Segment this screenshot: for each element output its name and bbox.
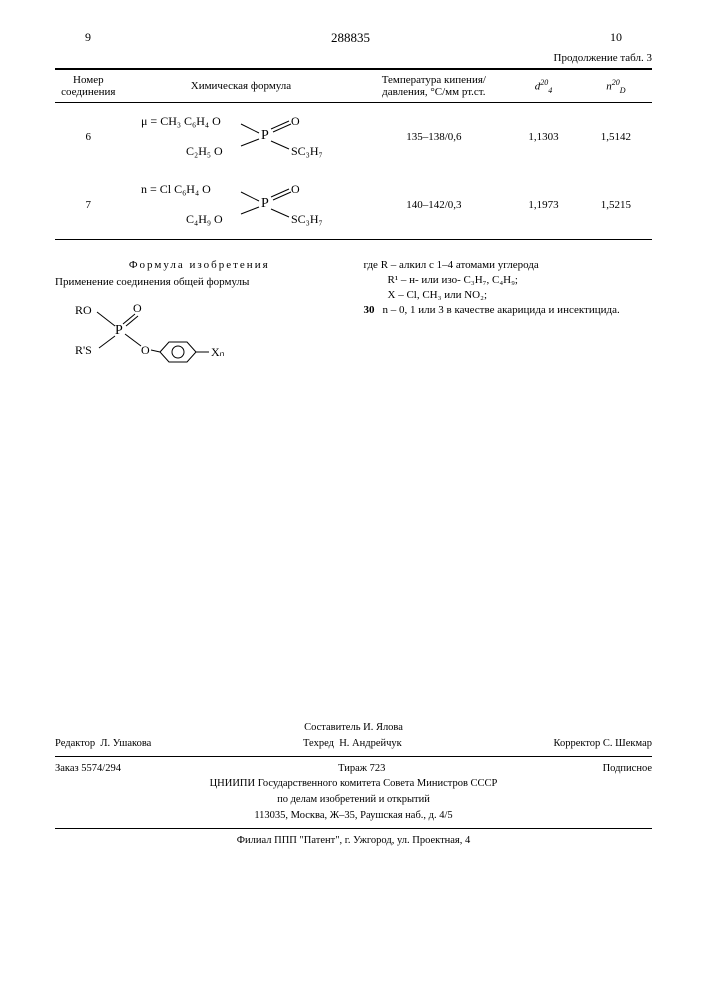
cell-bp: 135–138/0,6 — [360, 103, 507, 172]
tirazh: Тираж 723 — [338, 761, 385, 777]
techred-block: Техред Н. Андрейчук — [303, 736, 402, 752]
left-column: Формула изобретения Применение соединени… — [55, 258, 344, 385]
col-chem-formula: Химическая формула — [122, 69, 361, 103]
svg-text:O: O — [141, 343, 150, 357]
svg-text:SC₃H₇: SC₃H₇ — [291, 144, 323, 158]
table-row: 7 n = Cl C₆H₄ O P O C₄H₉ O SC₃H₇ — [55, 171, 652, 240]
cell-n: 1,5142 — [580, 103, 652, 172]
structure-svg: μ = CH₃ C₆H₄ O P O C₂H₅ O SC₃H₇ — [141, 111, 341, 159]
svg-text:P: P — [261, 196, 269, 211]
subscription: Подписное — [603, 761, 652, 777]
general-formula: RO O P R'S O X — [75, 300, 344, 385]
compound-table: Номер соеди­нения Химическая формула Тем… — [55, 68, 652, 240]
cell-num: 7 — [55, 171, 122, 240]
claim-title: Формула изобретения — [55, 258, 344, 273]
svg-text:O: O — [133, 301, 142, 315]
table-continuation-label: Продолжение табл. 3 — [55, 52, 652, 64]
cell-d: 1,1303 — [507, 103, 579, 172]
order-no: Заказ 5574/294 — [55, 761, 121, 777]
cell-d: 1,1973 — [507, 171, 579, 240]
imprint-footer: Составитель И. Ялова Редактор Л. Ушакова… — [55, 720, 652, 848]
where-line-4: n – 0, 1 или 3 в качестве акарицида и ин… — [379, 304, 620, 316]
col-refraction: n20D — [580, 69, 652, 103]
org-line-2: по делам изобретений и открытий — [55, 792, 652, 808]
corrector-block: Корректор С. Шекмар — [553, 736, 652, 752]
editor-block: Редактор Л. Ушакова — [55, 736, 151, 752]
svg-text:Xₙ: Xₙ — [211, 345, 225, 359]
svg-text:μ = CH₃ C₆H₄ O: μ = CH₃ C₆H₄ O — [141, 114, 221, 128]
right-column: где R – алкил с 1–4 атомами углерода R¹ … — [364, 258, 653, 385]
right-page-number: 10 — [610, 30, 622, 46]
order-row: Заказ 5574/294 Тираж 723 Подписное — [55, 761, 652, 777]
svg-text:O: O — [291, 114, 300, 128]
svg-text:RO: RO — [75, 303, 92, 317]
svg-text:P: P — [261, 128, 269, 143]
svg-text:SC₃H₇: SC₃H₇ — [291, 212, 323, 226]
svg-text:n = Cl C₆H₄ O: n = Cl C₆H₄ O — [141, 182, 211, 196]
margin-line-number: 30 — [364, 304, 375, 316]
claim-intro: Применение соединения общей формулы — [55, 275, 344, 290]
cell-n: 1,5215 — [580, 171, 652, 240]
structure-svg: n = Cl C₆H₄ O P O C₄H₉ O SC₃H₇ — [141, 179, 341, 227]
col-bp: Температура кипе­ния/давления, °С/мм рт.… — [360, 69, 507, 103]
compiler-line: Составитель И. Ялова — [55, 720, 652, 736]
where-last: 30 n – 0, 1 или 3 в качестве акарицида и … — [364, 303, 653, 318]
page-header-numbers: 9 288835 10 — [55, 30, 652, 46]
svg-text:P: P — [115, 323, 123, 338]
svg-text:R'S: R'S — [75, 343, 92, 357]
svg-text:C₂H₅ O: C₂H₅ O — [186, 144, 223, 158]
cell-formula: n = Cl C₆H₄ O P O C₄H₉ O SC₃H₇ — [122, 171, 361, 240]
claims-section: Формула изобретения Применение соединени… — [55, 258, 652, 385]
col-density: d204 — [507, 69, 579, 103]
col-compound-no: Номер соеди­нения — [55, 69, 122, 103]
where-line-2: R¹ – н- или изо- C₃H₇, C₄H₉; — [364, 273, 653, 288]
cell-bp: 140–142/0,3 — [360, 171, 507, 240]
org-line-1: ЦНИИПИ Государственного комитета Совета … — [55, 776, 652, 792]
cell-formula: μ = CH₃ C₆H₄ O P O C₂H₅ O SC₃H₇ — [122, 103, 361, 172]
svg-text:C₄H₉ O: C₄H₉ O — [186, 212, 223, 226]
address-line: 113035, Москва, Ж–35, Раушская наб., д. … — [55, 808, 652, 824]
cell-num: 6 — [55, 103, 122, 172]
credits-row: Редактор Л. Ушакова Техред Н. Андрейчук … — [55, 736, 652, 752]
general-formula-svg: RO O P R'S O X — [75, 300, 275, 380]
where-line-3: X – Cl, CH₃ или NO₂; — [364, 288, 653, 303]
document-number: 288835 — [91, 30, 610, 46]
page-body: 9 288835 10 Продолжение табл. 3 Номер со… — [0, 0, 707, 385]
table-row: 6 μ = CH₃ C₆H₄ O P O C₂H₅ O SC₃H₇ — [55, 103, 652, 172]
where-line-1: где R – алкил с 1–4 атомами углерода — [364, 258, 653, 273]
svg-text:O: O — [291, 182, 300, 196]
branch-line: Филиал ППП "Патент", г. Ужгород, ул. Про… — [55, 833, 652, 849]
